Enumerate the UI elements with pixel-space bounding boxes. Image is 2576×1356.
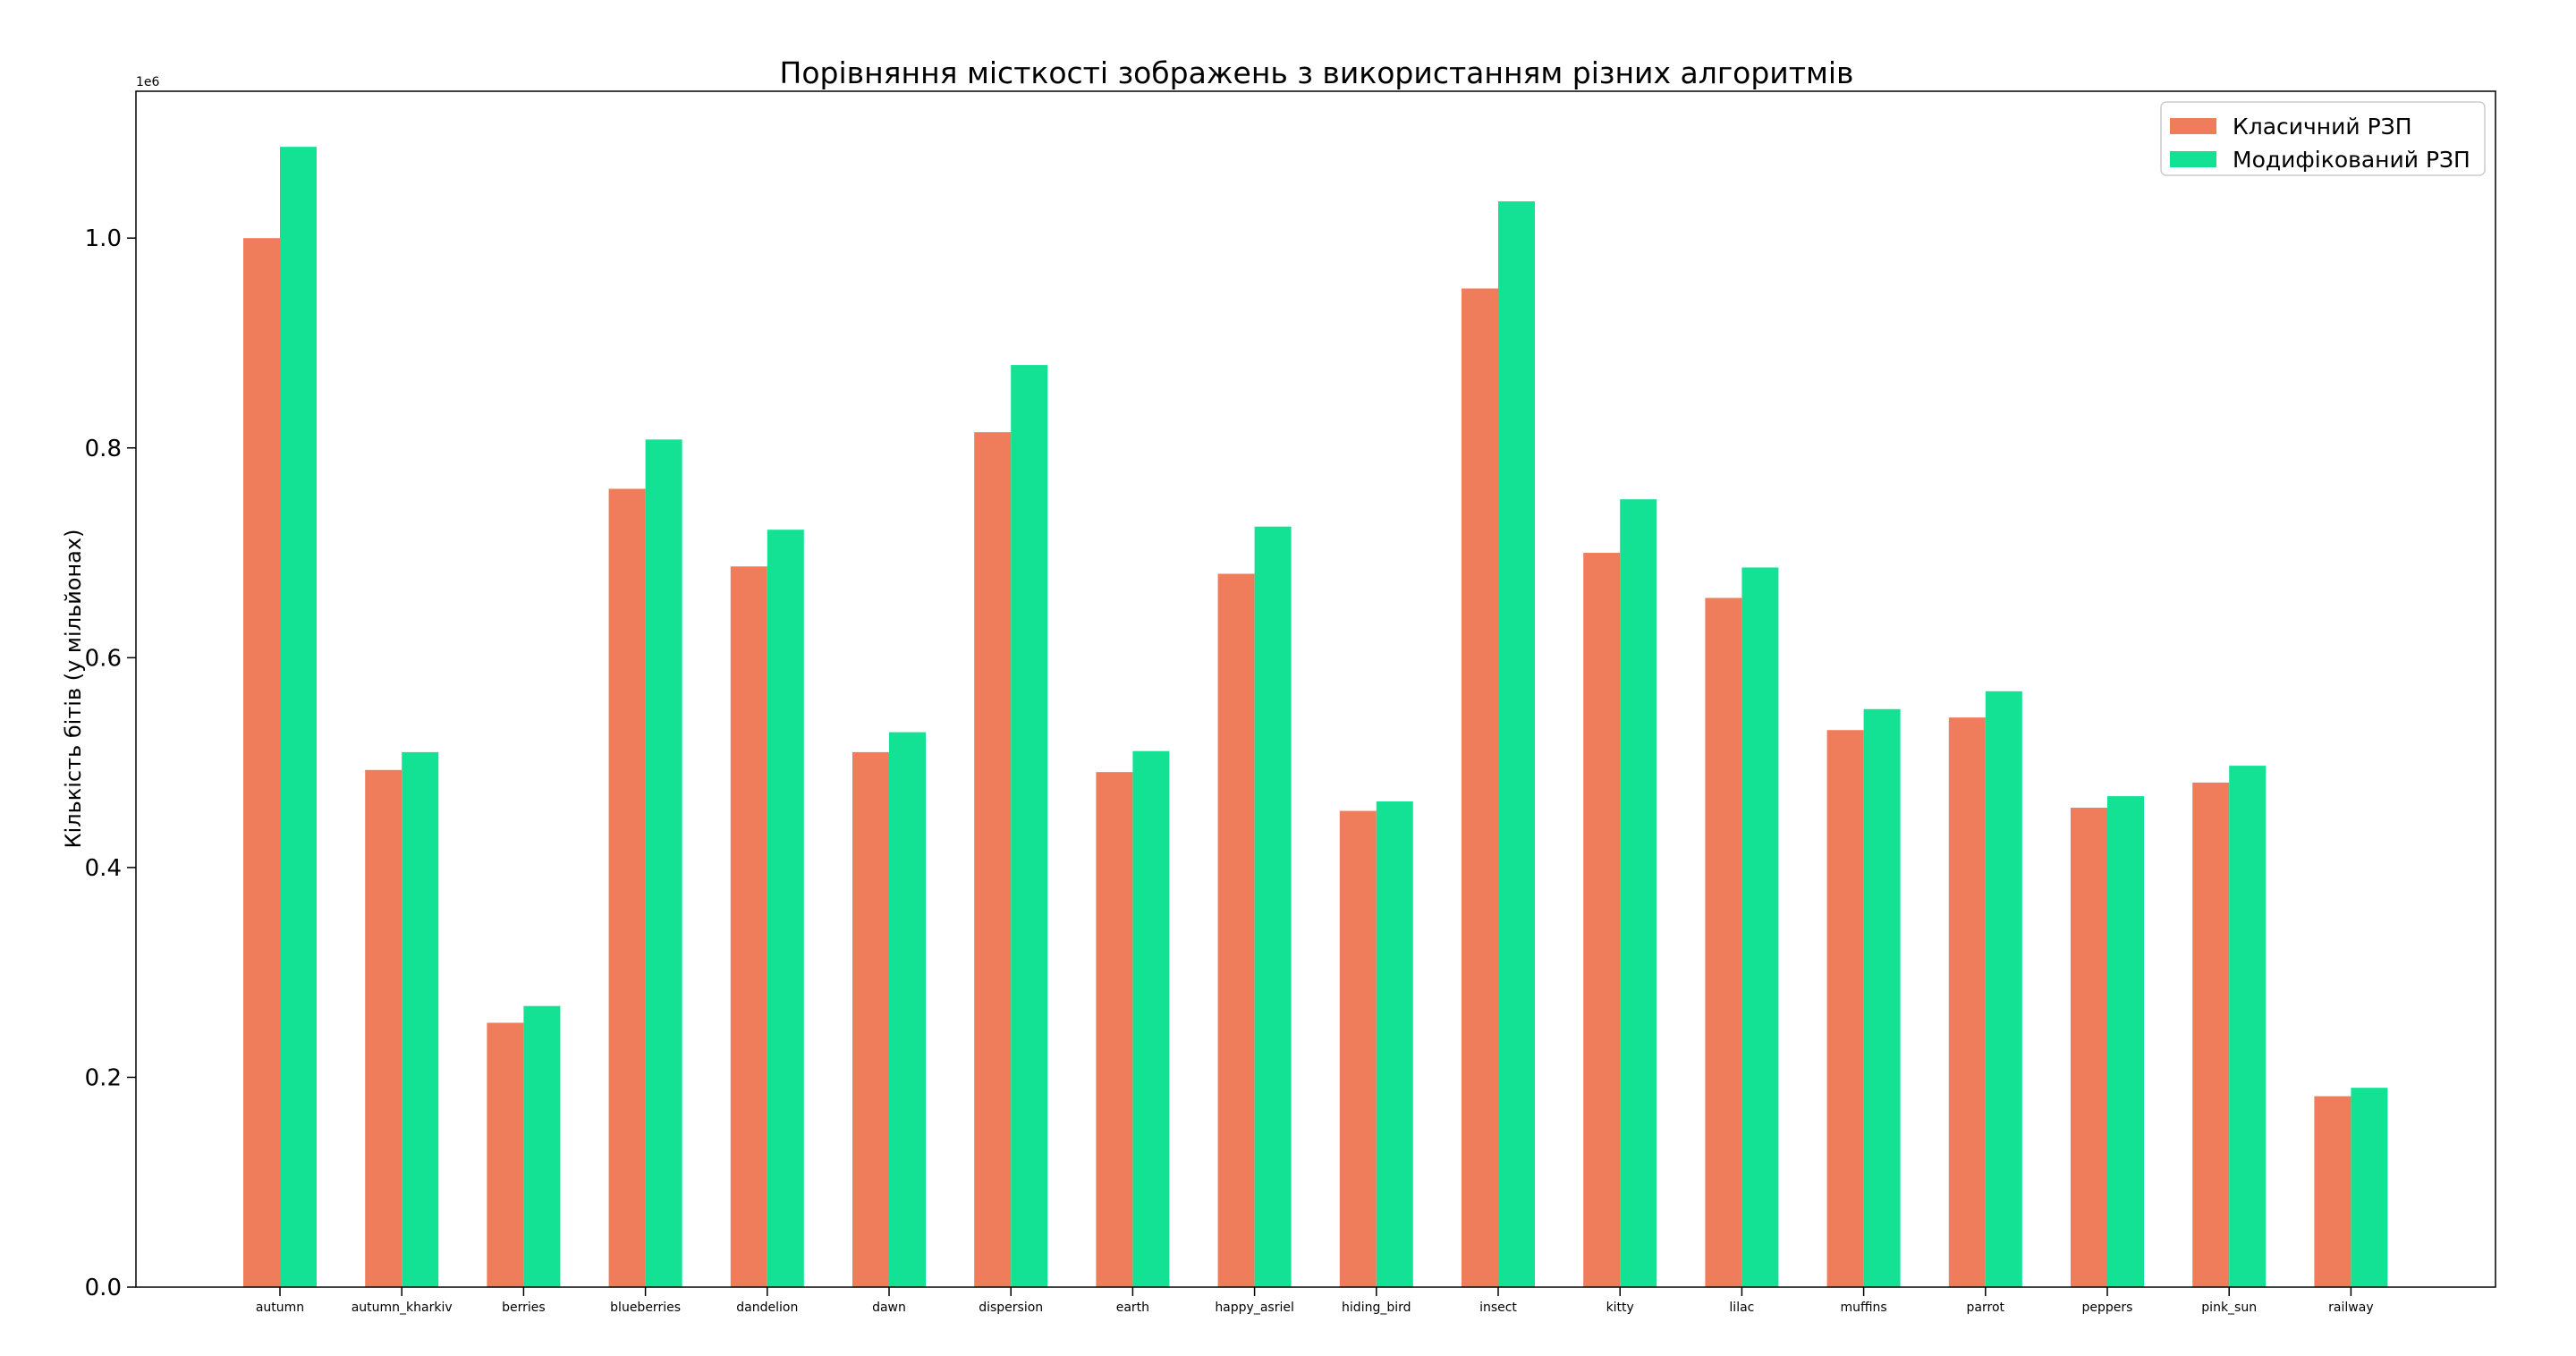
bar-classic-muffins [1826, 730, 1864, 1287]
x-tick-label-berries: berries [502, 1301, 546, 1315]
bar-classic-happy_asriel [1217, 573, 1255, 1287]
bar-modified-peppers [2107, 796, 2144, 1287]
x-tick-label-dawn: dawn [872, 1301, 906, 1315]
bar-classic-peppers [2071, 808, 2107, 1287]
legend-swatch [2170, 151, 2216, 167]
bar-modified-pink_sun [2229, 766, 2267, 1287]
legend-swatch [2170, 118, 2216, 134]
bar-classic-dawn [852, 751, 889, 1287]
bar-modified-muffins [1863, 708, 1901, 1287]
bar-classic-hiding_bird [1339, 810, 1377, 1287]
bar-modified-blueberries [645, 439, 682, 1287]
bars-group [243, 147, 2388, 1288]
x-tick-label-hiding_bird: hiding_bird [1342, 1301, 1411, 1315]
bar-classic-dandelion [730, 566, 767, 1287]
y-axis: 0.0 0.2 0.4 0.6 0.8 1.0 [85, 225, 136, 1301]
bar-classic-berries [487, 1022, 524, 1287]
bar-modified-kitty [1620, 499, 1657, 1287]
x-tick-label-autumn: autumn [256, 1301, 304, 1315]
legend-label: Класичний РЗП [2233, 114, 2412, 140]
y-tick-label: 0.0 [85, 1275, 122, 1301]
y-tick-label: 1.0 [85, 225, 122, 252]
x-tick-label-lilac: lilac [1729, 1301, 1754, 1315]
x-tick-label-pink_sun: pink_sun [2201, 1301, 2257, 1315]
bar-modified-autumn_kharkiv [402, 751, 439, 1287]
bar-classic-autumn_kharkiv [365, 769, 402, 1287]
bar-modified-autumn [280, 147, 317, 1287]
bar-modified-parrot [1985, 691, 2022, 1287]
bar-modified-insect [1498, 201, 1535, 1287]
y-axis-label: Кількість бітів (у мільйонах) [61, 530, 86, 849]
x-tick-label-autumn_kharkiv: autumn_kharkiv [352, 1301, 453, 1315]
chart-title: Порівняння місткості зображень з викорис… [780, 55, 1854, 90]
y-tick-label: 0.8 [85, 436, 122, 462]
bar-classic-insect [1462, 288, 1498, 1287]
bar-classic-railway [2314, 1096, 2351, 1287]
bar-classic-dispersion [974, 432, 1012, 1287]
x-tick-label-happy_asriel: happy_asriel [1215, 1301, 1294, 1315]
y-tick-label: 0.6 [85, 645, 122, 672]
x-tick-label-dandelion: dandelion [736, 1301, 798, 1315]
bar-classic-blueberries [608, 488, 646, 1287]
bar-classic-parrot [1948, 717, 1986, 1287]
bar-classic-lilac [1705, 597, 1742, 1287]
x-tick-label-dispersion: dispersion [979, 1301, 1043, 1315]
y-tick-label: 0.4 [85, 855, 122, 882]
bar-modified-railway [2351, 1088, 2388, 1287]
bar-modified-berries [523, 1005, 561, 1287]
y-tick-label: 0.2 [85, 1064, 122, 1091]
bar-modified-happy_asriel [1254, 526, 1292, 1287]
legend-box [2160, 101, 2486, 176]
bar-modified-dispersion [1011, 365, 1048, 1288]
x-tick-label-earth: earth [1116, 1301, 1149, 1315]
x-tick-label-blueberries: blueberries [610, 1301, 681, 1315]
bar-classic-earth [1096, 772, 1133, 1287]
x-tick-label-muffins: muffins [1840, 1301, 1886, 1315]
x-tick-label-insect: insect [1479, 1301, 1517, 1315]
legend: Класичний РЗП Модифікований РЗП [2160, 101, 2486, 176]
bar-classic-kitty [1583, 553, 1621, 1287]
bar-modified-hiding_bird [1376, 801, 1413, 1287]
x-tick-label-parrot: parrot [1967, 1301, 2005, 1315]
bar-classic-pink_sun [2192, 782, 2230, 1287]
bar-modified-dawn [889, 732, 926, 1287]
x-tick-label-kitty: kitty [1606, 1301, 1634, 1315]
bar-modified-lilac [1741, 567, 1779, 1287]
y-axis-offset-label: 1e6 [136, 75, 160, 89]
plot-frame [135, 90, 2496, 1288]
legend-label: Модифікований РЗП [2233, 147, 2470, 173]
x-axis: autumn autumn_kharkiv berries blueberries da… [256, 1287, 2374, 1315]
x-tick-label-peppers: peppers [2082, 1301, 2133, 1315]
bar-modified-earth [1132, 750, 1170, 1287]
x-tick-label-railway: railway [2328, 1301, 2373, 1315]
bar-modified-dandelion [767, 530, 804, 1287]
bar-classic-autumn [243, 238, 280, 1288]
